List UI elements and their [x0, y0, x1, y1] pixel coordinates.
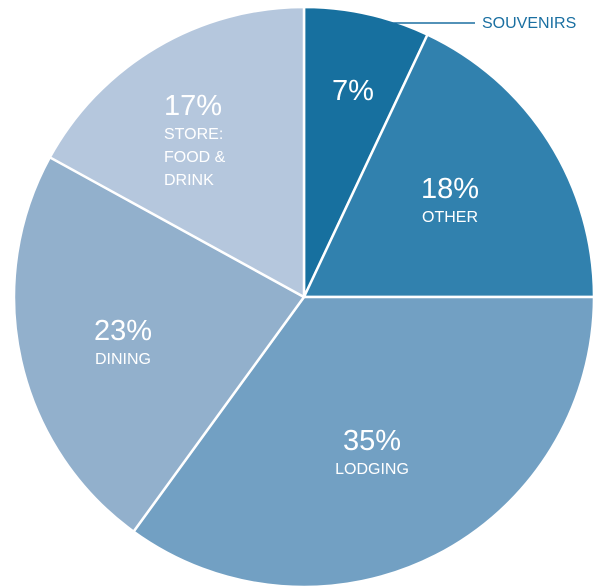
pie-category-label-store-food-drink: DRINK — [164, 172, 214, 189]
pie-slices — [14, 7, 594, 586]
pie-category-label-store-food-drink: STORE: — [164, 126, 223, 143]
pie-value-label-other: 18% — [421, 173, 479, 205]
pie-category-label-other: OTHER — [422, 209, 478, 226]
pie-value-label-dining: 23% — [94, 315, 152, 347]
pie-value-label-store-food-drink: 17% — [164, 90, 222, 122]
pie-category-label-store-food-drink: FOOD & — [164, 149, 226, 166]
pie-category-label-dining: DINING — [95, 351, 151, 368]
pie-value-label-souvenirs: 7% — [332, 75, 374, 107]
pie-category-label-lodging: LODGING — [335, 461, 409, 478]
souvenirs-callout-label: SOUVENIRS — [482, 15, 576, 32]
pie-value-label-lodging: 35% — [343, 425, 401, 457]
